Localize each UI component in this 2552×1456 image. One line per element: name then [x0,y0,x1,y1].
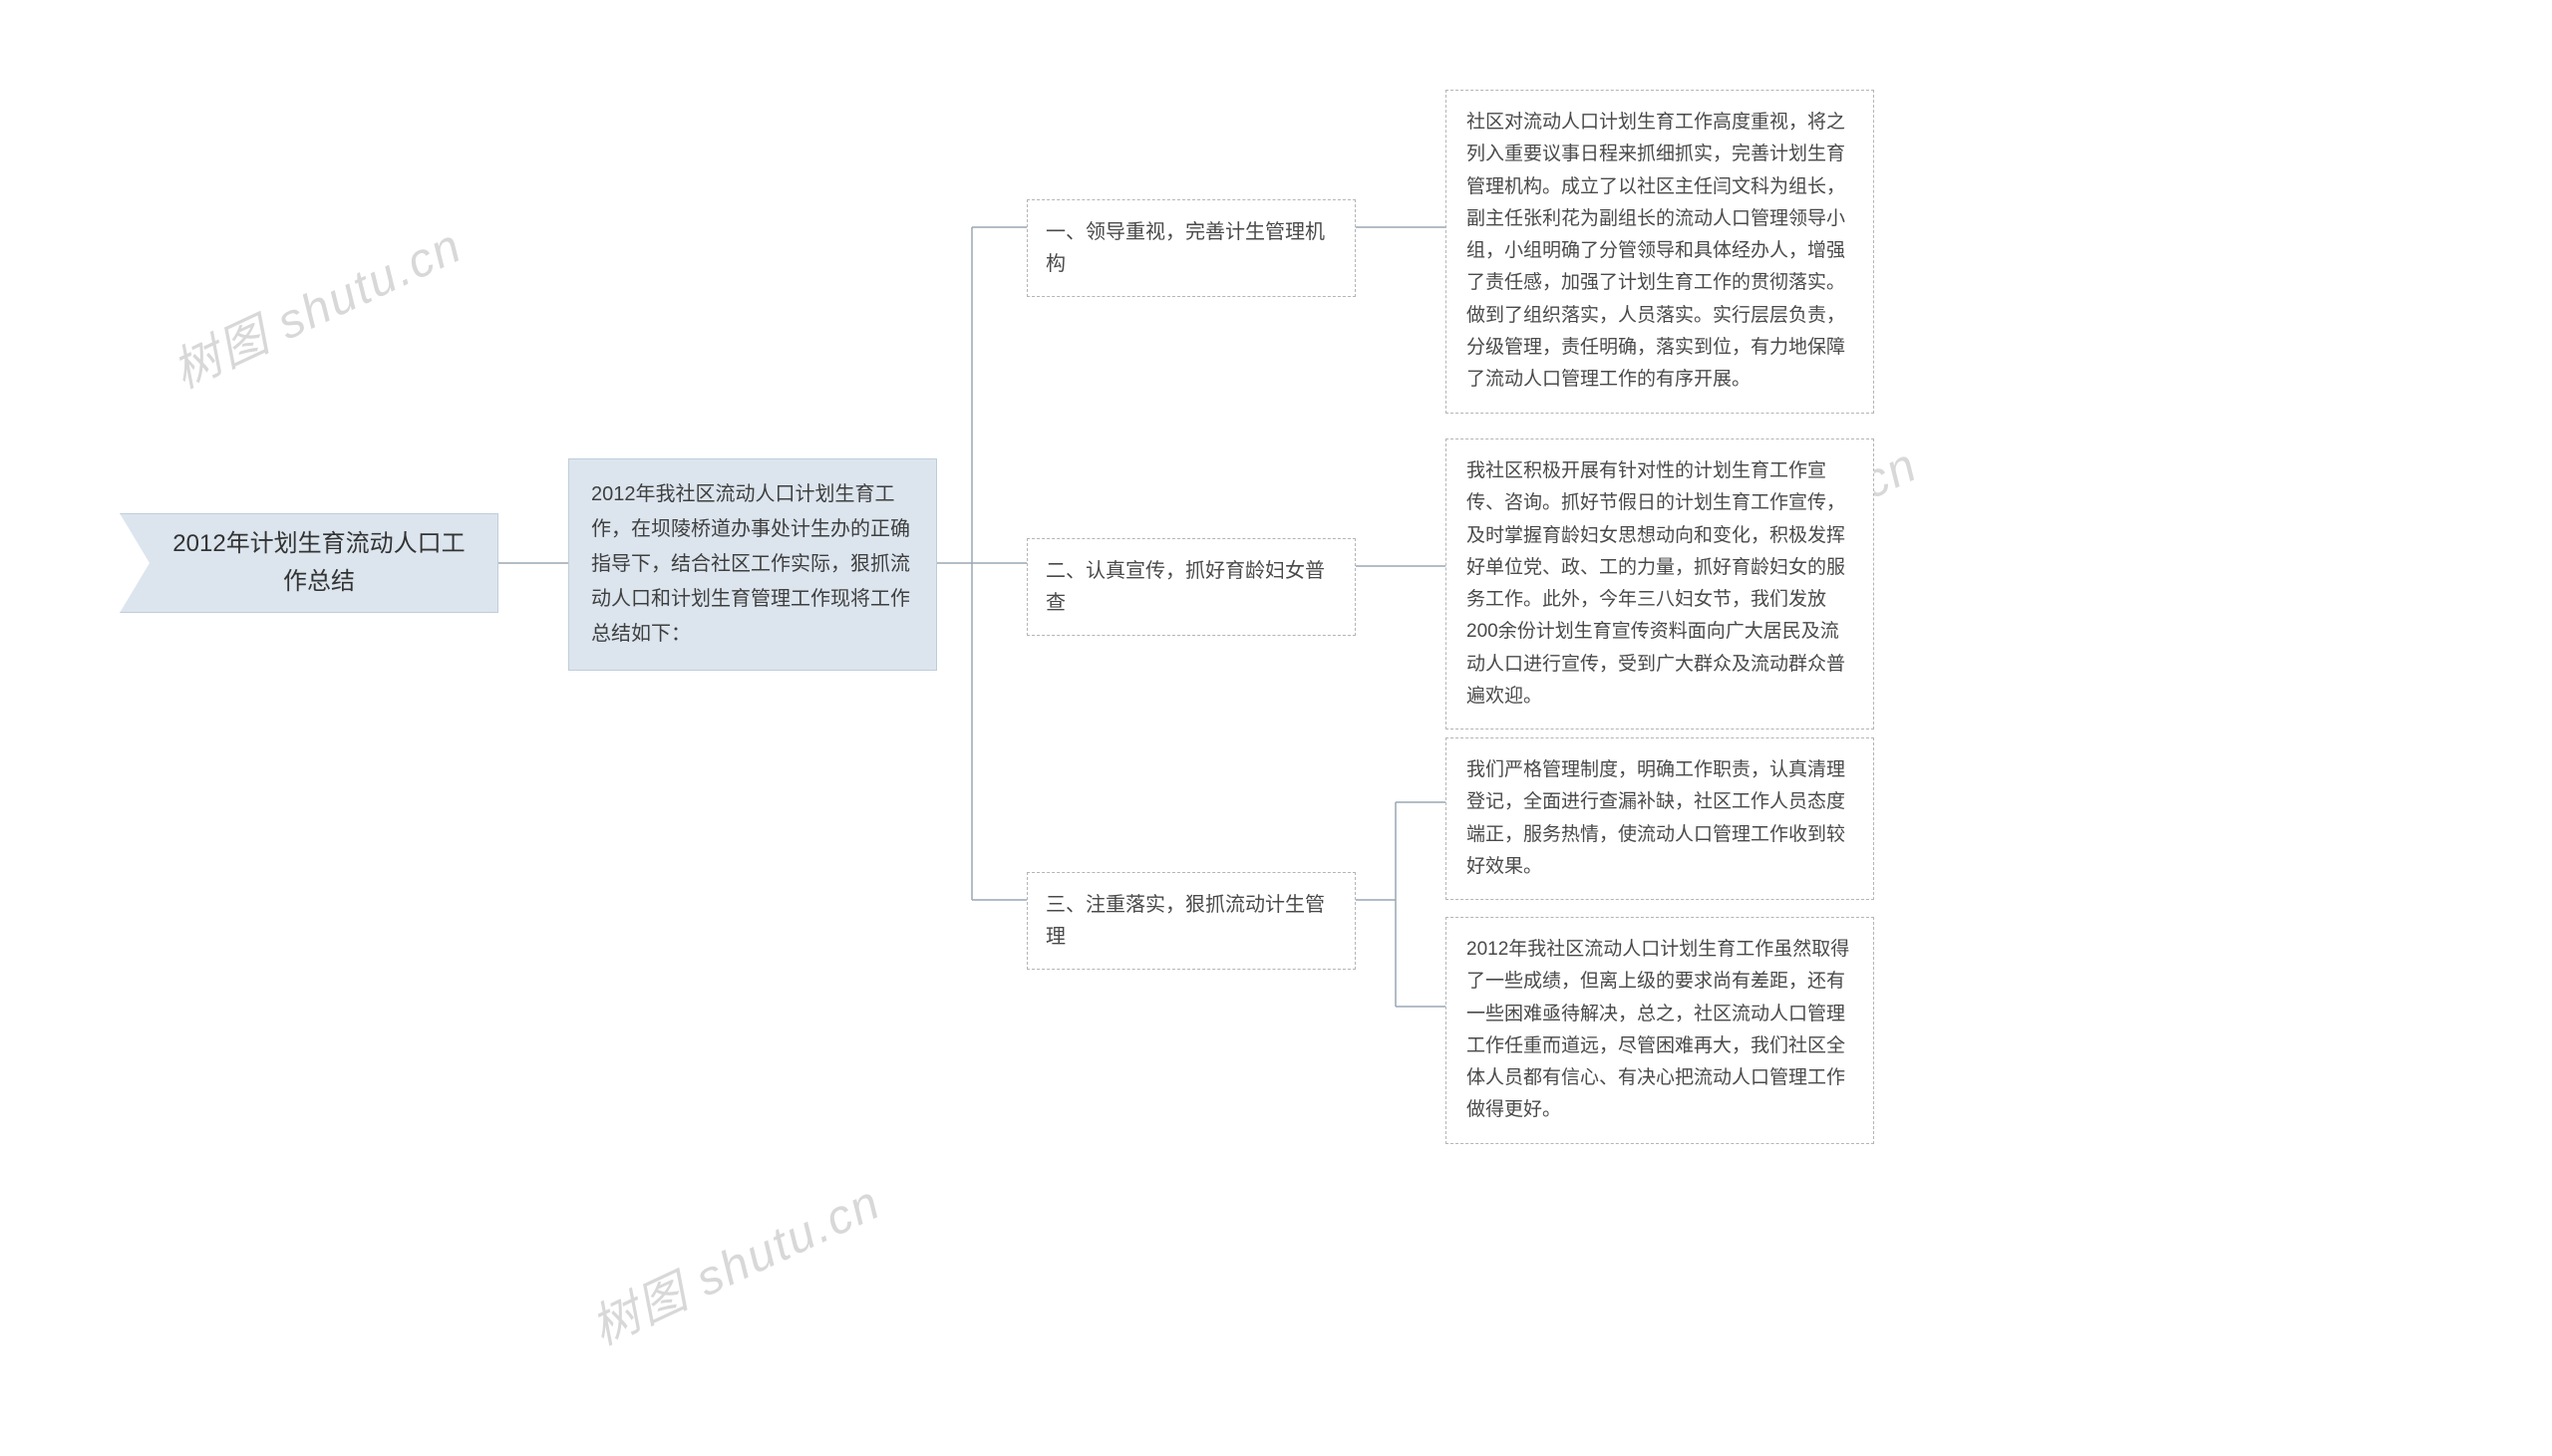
detail-text: 我们严格管理制度，明确工作职责，认真清理登记，全面进行查漏补缺，社区工作人员态度… [1466,759,1845,877]
detail-text: 我社区积极开展有针对性的计划生育工作宣传、咨询。抓好节假日的计划生育工作宣传，及… [1466,460,1845,707]
root-node: 2012年计划生育流动人口工作总结 [120,513,498,613]
section-node-3: 三、注重落实，狠抓流动计生管理 [1027,872,1356,970]
section-node-1: 一、领导重视，完善计生管理机构 [1027,199,1356,297]
intro-node: 2012年我社区流动人口计划生育工作，在坝陵桥道办事处计生办的正确指导下，结合社… [568,458,937,671]
section-label: 三、注重落实，狠抓流动计生管理 [1046,894,1325,948]
watermark: 树图 shutu.cn [578,1163,890,1358]
detail-text: 2012年我社区流动人口计划生育工作虽然取得了一些成绩，但离上级的要求尚有差距，… [1466,939,1849,1120]
detail-node-1-1: 社区对流动人口计划生育工作高度重视，将之列入重要议事日程来抓细抓实，完善计划生育… [1445,90,1874,414]
intro-text: 2012年我社区流动人口计划生育工作，在坝陵桥道办事处计生办的正确指导下，结合社… [591,483,910,645]
root-title: 2012年计划生育流动人口工作总结 [170,525,468,602]
section-label: 二、认真宣传，抓好育龄妇女普查 [1046,560,1325,614]
detail-text: 社区对流动人口计划生育工作高度重视，将之列入重要议事日程来抓细抓实，完善计划生育… [1466,112,1845,390]
watermark: 树图 shutu.cn [160,206,472,402]
section-node-2: 二、认真宣传，抓好育龄妇女普查 [1027,538,1356,636]
detail-node-3-2: 2012年我社区流动人口计划生育工作虽然取得了一些成绩，但离上级的要求尚有差距，… [1445,917,1874,1144]
detail-node-3-1: 我们严格管理制度，明确工作职责，认真清理登记，全面进行查漏补缺，社区工作人员态度… [1445,737,1874,900]
detail-node-2-1: 我社区积极开展有针对性的计划生育工作宣传、咨询。抓好节假日的计划生育工作宣传，及… [1445,438,1874,729]
section-label: 一、领导重视，完善计生管理机构 [1046,221,1325,275]
